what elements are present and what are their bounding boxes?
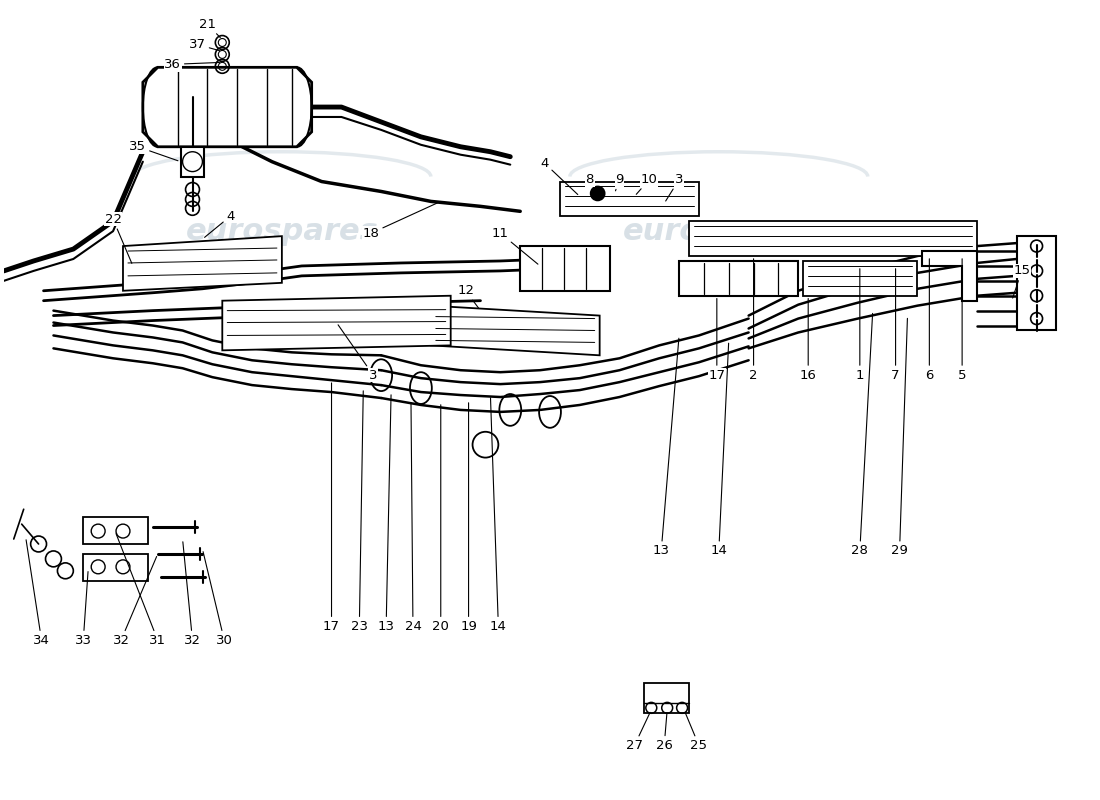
Text: eurospares: eurospares xyxy=(186,217,378,246)
Text: 2: 2 xyxy=(749,258,758,382)
Polygon shape xyxy=(180,146,205,177)
Text: 8: 8 xyxy=(585,173,596,189)
Polygon shape xyxy=(84,554,147,581)
Text: 23: 23 xyxy=(351,391,367,633)
Polygon shape xyxy=(560,182,698,216)
Polygon shape xyxy=(1016,236,1056,330)
Polygon shape xyxy=(222,296,451,350)
Text: 14: 14 xyxy=(711,343,728,558)
Text: 22: 22 xyxy=(104,213,132,263)
Text: 32: 32 xyxy=(183,542,201,647)
Text: 17: 17 xyxy=(323,383,340,633)
Text: 36: 36 xyxy=(164,58,220,71)
Text: 19: 19 xyxy=(460,402,477,633)
Polygon shape xyxy=(803,261,917,296)
Text: 5: 5 xyxy=(958,258,967,382)
Text: 21: 21 xyxy=(199,18,220,38)
Text: 33: 33 xyxy=(75,571,91,647)
Text: eurospares: eurospares xyxy=(623,217,815,246)
Polygon shape xyxy=(123,236,282,290)
Text: 17: 17 xyxy=(708,298,725,382)
Circle shape xyxy=(591,186,605,200)
Polygon shape xyxy=(143,67,311,146)
Polygon shape xyxy=(645,683,689,713)
Text: 7: 7 xyxy=(891,269,900,382)
Text: 13: 13 xyxy=(652,338,679,558)
Text: 34: 34 xyxy=(26,540,50,647)
Text: 16: 16 xyxy=(800,298,816,382)
Text: 29: 29 xyxy=(891,318,908,558)
Polygon shape xyxy=(84,517,147,544)
Text: 3: 3 xyxy=(666,173,683,201)
Text: 3: 3 xyxy=(338,325,377,382)
Text: 37: 37 xyxy=(189,38,220,51)
Polygon shape xyxy=(689,222,977,256)
Polygon shape xyxy=(431,306,600,355)
Text: 28: 28 xyxy=(851,314,872,558)
Text: 27: 27 xyxy=(626,712,650,752)
Text: 30: 30 xyxy=(204,552,233,647)
Text: 15: 15 xyxy=(1013,265,1031,298)
Text: 25: 25 xyxy=(685,712,707,752)
Text: 32: 32 xyxy=(112,557,156,647)
Text: 20: 20 xyxy=(432,405,449,633)
Polygon shape xyxy=(923,251,977,301)
Text: 4: 4 xyxy=(541,157,578,194)
Text: 31: 31 xyxy=(117,534,166,647)
Text: 24: 24 xyxy=(405,402,421,633)
Text: 13: 13 xyxy=(377,395,395,633)
Text: 10: 10 xyxy=(636,173,658,194)
Text: 11: 11 xyxy=(492,226,538,264)
Text: 4: 4 xyxy=(205,210,234,238)
Text: 6: 6 xyxy=(925,258,934,382)
Text: 9: 9 xyxy=(615,173,624,191)
Text: 14: 14 xyxy=(490,398,507,633)
Text: 35: 35 xyxy=(130,140,178,161)
Polygon shape xyxy=(520,246,609,290)
Polygon shape xyxy=(679,261,799,296)
Text: 26: 26 xyxy=(656,713,672,752)
Text: 18: 18 xyxy=(363,202,438,240)
Text: 1: 1 xyxy=(856,269,865,382)
Text: 12: 12 xyxy=(458,284,478,309)
